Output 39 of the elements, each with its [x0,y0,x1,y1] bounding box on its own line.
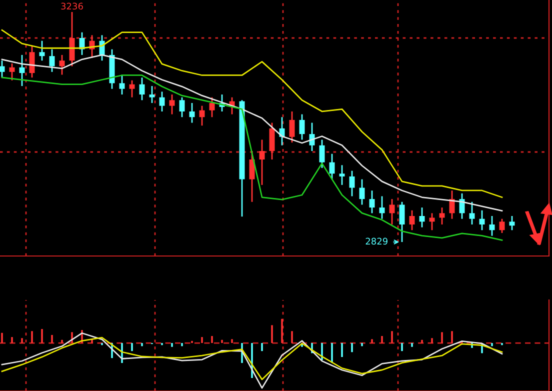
candlestick [479,210,485,231]
candlestick [319,139,325,169]
candlestick [119,74,125,96]
annotation: 3236 [61,2,83,10]
annotation: 2829 [366,238,388,245]
candlestick [69,11,75,67]
candlestick [449,190,455,220]
candlestick [339,164,345,186]
candlestick [169,94,175,115]
candlestick [39,40,45,62]
candlestick [289,110,295,144]
candlestick [129,80,135,98]
candlestick [209,96,215,118]
candlestick [499,218,505,234]
candlestick [139,76,145,101]
candlestick [389,198,395,226]
candlestick [439,206,445,226]
candlestick [379,196,385,220]
candlestick [19,54,25,87]
candlestick [179,96,185,118]
candlestick [299,114,305,140]
candlestick [269,122,275,160]
candlestick [149,85,155,104]
candlestick [29,46,35,78]
candlestick [509,215,515,231]
candlestick [419,206,425,228]
candlestick [0,60,5,78]
candlestick [189,102,195,124]
candlestick [469,201,475,226]
candlestick [369,190,375,214]
candlestick [329,153,335,180]
candlestick [9,62,15,82]
candlestick [259,139,265,186]
candlestick [409,210,415,231]
candlestick [59,54,65,76]
candlestick [429,212,435,231]
candlestick [159,90,165,112]
candlestick [49,48,55,73]
candlestick [359,178,365,206]
